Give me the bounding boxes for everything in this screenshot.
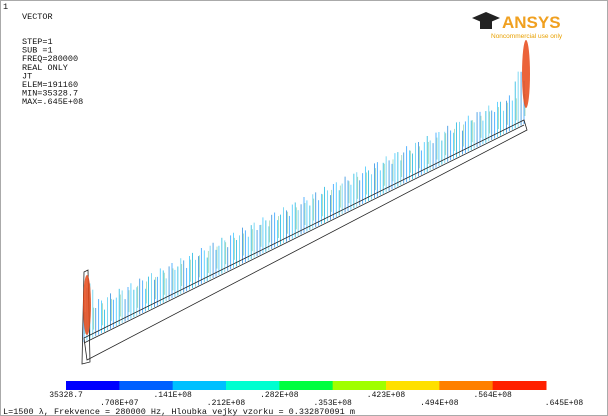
legend-swatch [386,381,440,390]
legend-label: 35328.7 [49,391,83,400]
legend-swatch [66,381,120,390]
logo-name: ANSYS [502,13,561,32]
info-line: MAX=.645E+08 [22,97,83,107]
legend-swatch [439,381,493,390]
legend-swatch [333,381,387,390]
logo-note: Noncommercial use only [491,33,563,40]
caption: L=1500 λ, Frekvence = 280000 Hz, Hloubka… [3,407,355,416]
hot-spot [522,40,530,108]
window-number: 1 [3,2,8,12]
plot-title: VECTOR [22,12,53,22]
ansys-plot: 1 VECTOR STEP=1SUB =1FREQ=280000REAL ONL… [0,0,608,416]
legend-swatch [226,381,280,390]
legend-swatch [173,381,227,390]
legend-label: .494E+08 [420,399,459,408]
legend-swatch [119,381,173,390]
legend-label: .423E+08 [367,391,406,400]
legend-label: .645E+08 [545,399,584,408]
legend-swatch [493,381,547,390]
legend-label: .282E+08 [260,391,299,400]
legend-label: .564E+08 [473,391,512,400]
legend-swatch [279,381,333,390]
hot-spot [83,275,91,335]
legend-label: .141E+08 [153,391,192,400]
logo-cap-base [480,21,492,29]
